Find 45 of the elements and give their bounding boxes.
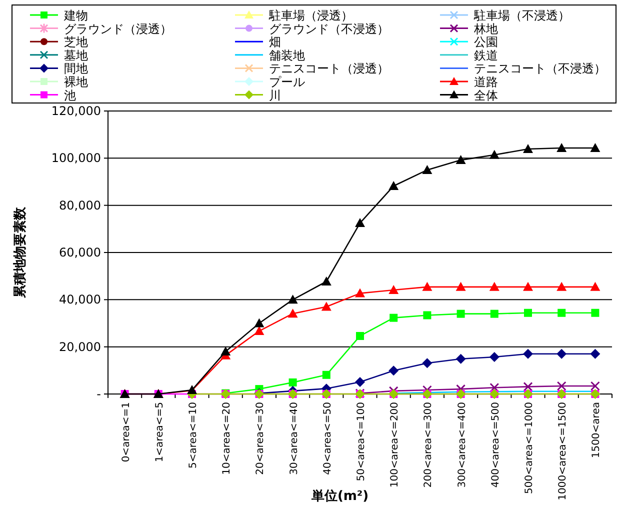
legend-label: 畑 <box>269 35 281 50</box>
legend-label: 舗装地 <box>269 48 305 62</box>
legend-label: 道路 <box>474 75 498 89</box>
x-tick-label: 5<area<=10 <box>188 402 199 469</box>
y-tick-label: 80,000 <box>59 198 101 212</box>
y-tick-label: - <box>96 387 101 401</box>
legend-label: テニスコート（不浸透） <box>474 62 606 76</box>
legend-label: 墓地 <box>64 48 88 62</box>
legend-label: 駐車場（不浸透） <box>473 8 570 22</box>
legend-label: 駐車場（浸透） <box>268 8 353 22</box>
x-tick-label: 400<area<=500 <box>490 402 502 488</box>
x-axis-title: 単位(m²) <box>310 489 369 504</box>
x-tick-label: 30<area<=40 <box>288 402 300 475</box>
x-tick-label: 100<area<=200 <box>390 402 401 488</box>
legend-label: 鉄道 <box>474 48 498 62</box>
x-tick-label: 1<area<=5 <box>154 402 166 462</box>
x-tick-label: 500<area<=1000 <box>524 402 535 494</box>
x-tick-label: 300<area<=400 <box>456 402 468 488</box>
x-tick-label: 20<area<=30 <box>255 402 266 475</box>
y-tick-label: 40,000 <box>59 292 101 307</box>
legend-label: プール <box>269 75 305 89</box>
x-tick-label: 1000<area<=1500 <box>558 402 569 500</box>
legend-label: 公園 <box>474 35 498 50</box>
legend-label: グラウンド（不浸透） <box>269 22 389 36</box>
y-tick-label: 60,000 <box>59 246 101 260</box>
x-tick-label: 10<area<=20 <box>222 402 233 475</box>
x-tick-label: 50<area<=100 <box>356 402 367 482</box>
x-tick-label: 40<area<=50 <box>322 402 334 475</box>
x-tick-label: 200<area<=300 <box>423 402 434 488</box>
legend-label: グラウンド（浸透） <box>64 22 172 36</box>
legend-label: テニスコート（浸透） <box>269 62 389 76</box>
legend-label: 全体 <box>474 88 498 102</box>
x-tick-label: 1500<area <box>591 402 602 458</box>
y-tick-label: 120,000 <box>51 104 101 118</box>
legend-label: 建物 <box>63 8 88 22</box>
y-axis-title: 累積地物要素数 <box>12 206 28 299</box>
legend-label: 川 <box>269 88 281 102</box>
legend-label: 池 <box>64 88 76 102</box>
y-tick-label: 100,000 <box>51 151 101 166</box>
legend-label: 芝地 <box>64 35 88 50</box>
x-tick-label: 0<area<=1 <box>120 402 132 462</box>
legend-label: 間地 <box>64 62 88 76</box>
legend-label: 林地 <box>473 22 498 36</box>
y-tick-label: 20,000 <box>59 340 101 354</box>
legend-label: 裸地 <box>64 75 88 89</box>
